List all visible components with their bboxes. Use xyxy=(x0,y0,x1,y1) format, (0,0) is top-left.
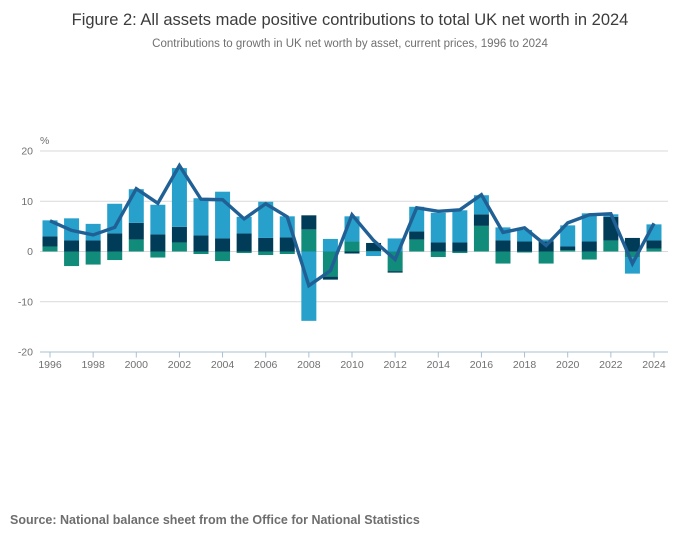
bar-segment-non-produced-assets xyxy=(581,213,597,242)
bar-segment-financial-net-worth xyxy=(581,251,597,260)
y-tick-label: 10 xyxy=(21,196,33,208)
bar-segment-produced-assets xyxy=(581,241,597,252)
bar-segment-financial-net-worth xyxy=(279,251,295,255)
bar-segment-produced-assets xyxy=(128,222,144,240)
bar-segment-non-produced-assets xyxy=(236,216,252,234)
bar-segment-produced-assets xyxy=(517,241,533,252)
bar-segment-produced-assets xyxy=(236,233,252,252)
bar-segment-produced-assets xyxy=(344,251,360,254)
bar-segment-non-produced-assets xyxy=(193,198,209,236)
bar-segment-financial-net-worth xyxy=(646,248,662,252)
x-tick-label: 2006 xyxy=(254,359,278,371)
bar-segment-non-produced-assets xyxy=(322,238,338,252)
bar-segment-produced-assets xyxy=(193,235,209,252)
chart-subtitle: Contributions to growth in UK net worth … xyxy=(152,37,548,50)
bar-segment-non-produced-assets xyxy=(85,223,101,241)
bar-segment-non-produced-assets xyxy=(452,210,468,243)
page-title: Figure 2: All assets made positive contr… xyxy=(71,11,629,29)
bar-segment-produced-assets xyxy=(366,242,382,251)
bar-segment-financial-net-worth xyxy=(430,251,446,258)
bar-segment-produced-assets xyxy=(107,233,123,252)
bar-segment-produced-assets xyxy=(42,236,58,247)
bar-segment-non-produced-assets xyxy=(517,229,533,242)
bar-segment-financial-net-worth xyxy=(64,251,80,267)
bar-segment-produced-assets xyxy=(279,237,295,252)
bar-segment-produced-assets xyxy=(409,231,425,240)
bar-segment-financial-net-worth xyxy=(517,251,533,253)
bar-segment-produced-assets xyxy=(64,240,80,252)
bar-segment-produced-assets xyxy=(387,271,403,273)
x-tick-label: 2014 xyxy=(427,359,451,371)
x-tick-label: 2024 xyxy=(642,359,666,371)
bar-segment-non-produced-assets xyxy=(430,212,446,243)
bar-segment-non-produced-assets xyxy=(560,225,576,247)
x-tick-label: 2022 xyxy=(599,359,623,371)
bar-segment-financial-net-worth xyxy=(85,251,101,265)
y-tick-label: 0 xyxy=(27,246,33,258)
bar-segment-produced-assets xyxy=(430,242,446,252)
bar-segment-produced-assets xyxy=(258,237,274,252)
net-worth-line xyxy=(49,162,656,289)
bar-segment-financial-net-worth xyxy=(150,251,166,258)
bar-segment-produced-assets xyxy=(560,246,576,250)
x-tick-label: 1996 xyxy=(38,359,62,371)
bar-segment-financial-net-worth xyxy=(236,251,252,254)
bar-segment-non-produced-assets xyxy=(107,203,123,234)
bar-segment-financial-net-worth xyxy=(193,251,209,255)
bar-segment-non-produced-assets xyxy=(258,201,274,238)
bar-segment-produced-assets xyxy=(301,215,317,230)
bar-segment-produced-assets xyxy=(85,240,101,252)
bar-segment-non-produced-assets xyxy=(538,239,554,242)
bar-segment-financial-net-worth xyxy=(603,240,619,252)
percent-axis-label: % xyxy=(40,135,49,147)
y-tick-label: -10 xyxy=(18,296,33,308)
bar-segment-non-produced-assets xyxy=(171,168,187,227)
x-tick-label: 2004 xyxy=(211,359,235,371)
bar-segment-financial-net-worth xyxy=(473,225,489,252)
bar-segment-financial-net-worth xyxy=(538,251,554,264)
bar-segment-produced-assets xyxy=(150,234,166,252)
bar-segment-produced-assets xyxy=(624,237,640,252)
x-tick-label: 2000 xyxy=(125,359,149,371)
bar-segment-financial-net-worth xyxy=(452,251,468,254)
bar-segment-financial-net-worth xyxy=(215,251,231,262)
bar-segment-financial-net-worth xyxy=(344,241,360,252)
bar-segment-produced-assets xyxy=(215,238,231,252)
bar-segment-produced-assets xyxy=(473,214,489,226)
x-tick-label: 2002 xyxy=(168,359,192,371)
bar-segment-financial-net-worth xyxy=(171,242,187,252)
x-tick-label: 2008 xyxy=(297,359,321,371)
bar-segment-produced-assets xyxy=(322,276,338,280)
bar-segment-financial-net-worth xyxy=(560,249,576,252)
bar-segment-financial-net-worth xyxy=(107,251,123,261)
bar-segment-produced-assets xyxy=(646,240,662,249)
bar-segment-financial-net-worth xyxy=(624,251,640,258)
bar-segment-financial-net-worth xyxy=(366,250,382,252)
bar-segment-non-produced-assets xyxy=(366,251,382,257)
x-tick-label: 2018 xyxy=(513,359,537,371)
x-tick-label: 2010 xyxy=(340,359,364,371)
x-tick-label: 1998 xyxy=(81,359,105,371)
bar-segment-financial-net-worth xyxy=(301,229,317,252)
y-tick-label: 20 xyxy=(21,146,33,158)
x-tick-label: 2020 xyxy=(556,359,580,371)
bar-segment-financial-net-worth xyxy=(128,239,144,252)
bar-segment-financial-net-worth xyxy=(42,246,58,252)
y-tick-label: -20 xyxy=(18,347,33,359)
source-text: Source: National balance sheet from the … xyxy=(10,513,420,527)
bar-segment-financial-net-worth xyxy=(258,251,274,256)
bar-segment-financial-net-worth xyxy=(409,239,425,252)
x-tick-label: 2016 xyxy=(470,359,494,371)
bar-segment-produced-assets xyxy=(452,242,468,252)
chart-legend: Net worth Non-produced assets Produced a… xyxy=(0,405,700,460)
bar-segment-produced-assets xyxy=(171,226,187,243)
bar-segment-produced-assets xyxy=(495,240,511,252)
x-tick-label: 2012 xyxy=(383,359,407,371)
bar-segment-financial-net-worth xyxy=(495,251,511,264)
bar-segment-non-produced-assets xyxy=(150,204,166,235)
